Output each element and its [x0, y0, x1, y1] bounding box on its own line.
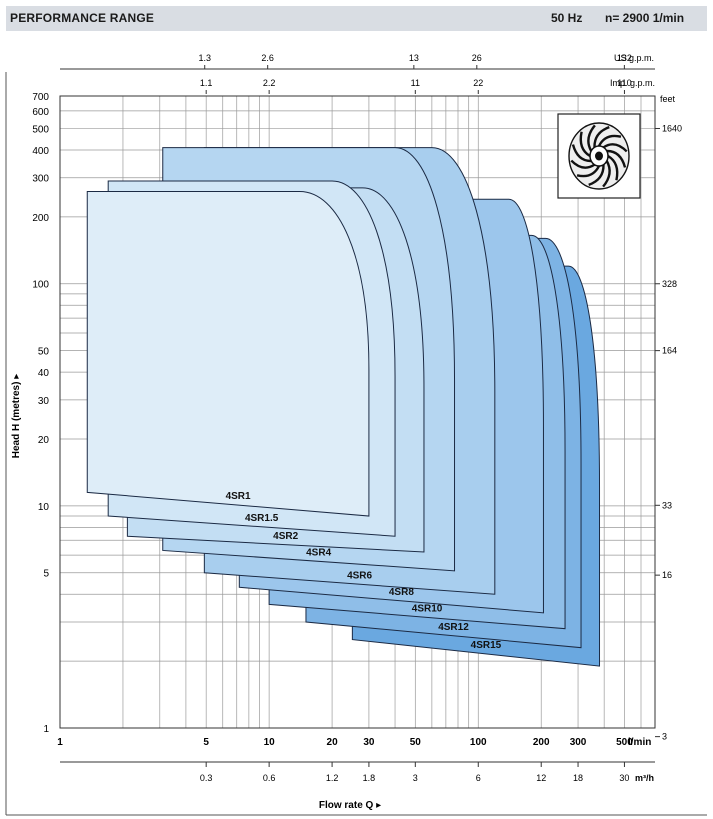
series-areas	[86, 147, 601, 667]
x-tick-label: 300	[570, 737, 587, 748]
impeller-vane	[602, 143, 628, 153]
series-label: 4SR1	[226, 491, 251, 502]
m3h-tick-label: 6	[476, 773, 481, 783]
y-tick-label: 200	[32, 213, 49, 224]
m3h-unit-label: m³/h	[635, 773, 654, 783]
impeller-vane	[576, 165, 601, 178]
x-tick-label: 1	[57, 737, 63, 748]
y-tick-label: 5	[43, 569, 49, 580]
chart-title: PERFORMANCE RANGE	[10, 11, 155, 25]
axes: 1 5 10 20 30 40 50 100 200 300 400 500 600 700 Head H …	[5, 53, 707, 816]
usgpm-tick-label: 2.6	[261, 53, 274, 63]
y-tick-label: 1	[43, 724, 49, 735]
x-axis-title: Flow rate Q ▸	[319, 800, 381, 811]
y-tick-label: 600	[32, 107, 49, 118]
feet-tick-label: 328	[662, 279, 677, 289]
impeller-vane	[579, 131, 591, 158]
usgpm-tick-label: 26	[472, 53, 482, 63]
impgpm-tick-label: 22	[473, 78, 483, 88]
feet-tick-label: 1640	[662, 123, 682, 133]
usgpm-tick-label: 1.3	[198, 53, 211, 63]
m3h-tick-label: 1.2	[326, 773, 339, 783]
impeller-vane	[587, 124, 596, 152]
m3h-tick-label: 1.8	[363, 773, 376, 783]
y-axis-title: Head H (metres) ▸	[11, 374, 22, 459]
y-tick-label: 500	[32, 124, 49, 135]
usgpm-tick-label: 13	[409, 53, 419, 63]
x-tick-label: 10	[264, 737, 276, 748]
x-tick-label: 50	[410, 737, 422, 748]
impeller-vane	[593, 126, 610, 148]
feet-tick-label: 164	[662, 346, 677, 356]
series-label: 4SR10	[412, 604, 443, 615]
impeller-icon	[557, 113, 641, 199]
y-tick-label: 50	[38, 347, 50, 358]
plot-border	[59, 95, 656, 729]
series-label: 4SR1.5	[245, 513, 279, 524]
m3h-tick-label: 18	[573, 773, 583, 783]
impgpm-tick-label: 11	[411, 78, 420, 88]
m3h-tick-label: 3	[413, 773, 418, 783]
x-tick-label: 500	[616, 737, 633, 748]
x-tick-label: 100	[470, 737, 487, 748]
impeller-vane	[606, 149, 627, 168]
series-label: 4SR4	[306, 548, 331, 559]
impgpm-unit-label: Imp. g.p.m.	[610, 78, 655, 88]
impgpm-tick-label: 110	[617, 78, 631, 88]
y-tick-label: 700	[32, 92, 49, 103]
x-tick-label: 200	[533, 737, 550, 748]
m3h-tick-label: 0.6	[263, 773, 276, 783]
y-tick-label: 300	[32, 174, 49, 185]
impeller-vane	[602, 160, 611, 188]
impgpm-tick-label: 2.2	[263, 78, 276, 88]
feet-tick-label: 16	[662, 570, 672, 580]
frequency-label: 50 Hz	[551, 11, 583, 25]
y-tick-label: 30	[38, 396, 50, 407]
impeller-vane	[588, 164, 605, 186]
impeller-vane	[607, 154, 619, 181]
usgpm-tick-label: 132	[617, 53, 632, 63]
m3h-tick-label: 12	[536, 773, 546, 783]
feet-unit-label: feet	[660, 94, 676, 104]
y-tick-label: 10	[38, 502, 50, 513]
x-tick-label: 20	[327, 737, 339, 748]
usgpm-unit-label: US g.p.m.	[614, 53, 654, 63]
title-bar: PERFORMANCE RANGE 50 Hz n= 2900 1/min	[6, 6, 707, 31]
x-unit-label: l/min	[628, 737, 651, 748]
series-label: 4SR2	[273, 531, 298, 542]
impeller-vane	[597, 134, 622, 147]
x-tick-label: 30	[363, 737, 375, 748]
impeller-vane	[570, 159, 596, 169]
series-label: 4SR6	[347, 570, 372, 581]
impeller-shaft	[595, 151, 603, 161]
impgpm-tick-label: 1.1	[200, 78, 213, 88]
m3h-tick-label: 0.3	[200, 773, 213, 783]
y-tick-label: 20	[38, 435, 50, 446]
series-area	[86, 191, 370, 517]
impeller-vane	[571, 144, 592, 163]
y-tick-label: 40	[38, 368, 50, 379]
y-tick-label: 400	[32, 146, 49, 157]
plot-frame	[59, 95, 656, 729]
series-label: 4SR12	[438, 622, 469, 633]
m3h-tick-label: 30	[619, 773, 629, 783]
series-label: 4SR15	[471, 640, 502, 651]
x-tick-label: 5	[203, 737, 209, 748]
series-label: 4SR8	[389, 587, 414, 598]
feet-tick-label: 33	[662, 500, 672, 510]
y-tick-label: 100	[32, 280, 49, 291]
feet-tick-label: 3	[662, 732, 667, 742]
speed-label: n= 2900 1/min	[605, 11, 685, 25]
